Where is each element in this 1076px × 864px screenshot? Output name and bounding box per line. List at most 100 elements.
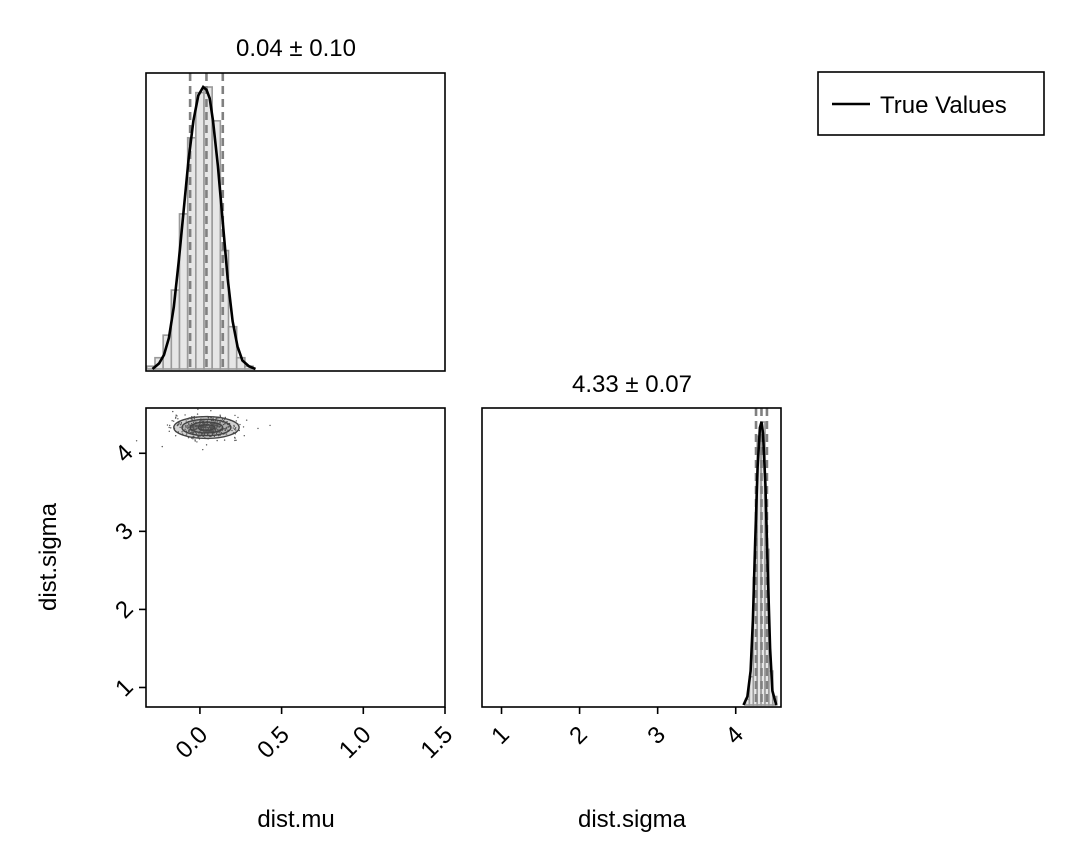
scatter-point <box>185 420 187 422</box>
mu-kde-line <box>151 85 257 371</box>
sigma-y-tick-label: 1 <box>110 674 139 703</box>
sigma-x-tick-label: 4 <box>720 721 749 750</box>
scatter-point <box>232 427 234 429</box>
mu-histogram-bar <box>211 120 222 370</box>
scatter-point <box>184 428 186 430</box>
scatter-point <box>223 428 225 430</box>
legend-label: True Values <box>880 92 1007 119</box>
scatter-point <box>187 423 190 425</box>
mu-x-tick-label: 0.5 <box>252 721 295 764</box>
scatter-point <box>168 430 170 433</box>
scatter-point <box>174 417 177 419</box>
scatter-point <box>180 421 183 424</box>
scatter-point <box>202 426 205 428</box>
scatter-point <box>216 421 218 423</box>
mu-histogram-frame <box>145 72 446 372</box>
scatter-point <box>179 426 181 429</box>
sigma-x-tick-label: 2 <box>564 721 593 750</box>
scatter-point <box>193 418 196 420</box>
scatter-point <box>174 435 177 437</box>
mu-x-tick-label: 1.5 <box>416 721 459 764</box>
scatter-point <box>190 422 193 425</box>
scatter-point <box>239 423 241 426</box>
scatter-point <box>206 420 209 422</box>
scatter-point <box>196 424 198 426</box>
scatter-point <box>219 425 221 427</box>
density-contour <box>197 424 216 431</box>
scatter-point <box>193 431 195 433</box>
mu-x-tick-label: 1.0 <box>334 721 377 764</box>
scatter-point <box>185 433 188 435</box>
scatter-point <box>227 425 229 427</box>
scatter-point <box>192 438 194 440</box>
scatter-point <box>235 420 238 422</box>
scatter-point <box>234 414 236 417</box>
scatter-point <box>206 433 209 436</box>
scatter-point <box>225 428 228 430</box>
scatter-point <box>233 424 235 427</box>
scatter-point <box>217 425 219 428</box>
scatter-point <box>214 424 216 427</box>
scatter-point <box>235 439 237 442</box>
scatter-point <box>206 426 208 429</box>
scatter-point <box>207 427 210 429</box>
scatter-point <box>211 426 213 429</box>
scatter-point <box>218 431 221 433</box>
scatter-point <box>257 427 259 430</box>
scatter-point <box>215 428 217 430</box>
scatter-point <box>192 426 194 428</box>
mu-histogram-panel: 0.04 ± 0.10 <box>145 35 446 372</box>
scatter-point <box>216 425 218 427</box>
scatter-point <box>197 408 199 411</box>
sigma-histogram-frame <box>481 407 782 708</box>
scatter-point <box>225 433 228 435</box>
scatter-point <box>205 444 208 446</box>
scatter-point <box>215 432 218 435</box>
sigma-x-tick-label: 3 <box>642 721 671 750</box>
scatter-point <box>179 424 182 426</box>
scatter-point <box>219 415 222 418</box>
scatter-point <box>161 445 163 448</box>
scatter-point <box>219 421 221 423</box>
sigma-y-tick-label: 2 <box>110 595 139 624</box>
scatter-point <box>194 439 196 441</box>
scatter-point <box>181 431 183 433</box>
scatter-point <box>212 420 215 422</box>
scatter-point <box>235 427 237 429</box>
x-axis-label-mu: dist.mu <box>257 806 334 833</box>
scatter-point <box>177 418 179 420</box>
scatter-point <box>193 425 195 427</box>
sigma-x-tick-label: 1 <box>486 721 515 750</box>
scatter-point <box>202 448 204 451</box>
mu-x-tick-label: 0.0 <box>170 721 213 764</box>
scatter-point <box>196 413 199 415</box>
scatter-point <box>196 441 198 443</box>
scatter-point <box>175 416 177 418</box>
scatter-point <box>224 429 226 431</box>
scatter-point <box>202 427 205 429</box>
scatter-point <box>233 436 236 439</box>
scatter-point <box>233 428 236 431</box>
scatter-point <box>231 429 233 432</box>
scatter-point <box>225 426 228 429</box>
sigma-histogram-panel: 4.33 ± 0.07 1 2 3 4 dist.sigma <box>481 371 782 833</box>
mu-histogram-bar <box>195 91 205 370</box>
scatter-point <box>166 424 169 426</box>
scatter-point <box>201 426 203 429</box>
scatter-point <box>204 427 207 429</box>
scatter-point <box>186 425 188 427</box>
scatter-point <box>223 439 226 441</box>
scatter-point <box>195 428 197 431</box>
legend: True Values <box>817 71 1045 136</box>
scatter-point <box>191 418 193 420</box>
x-axis-label-sigma: dist.sigma <box>578 806 687 833</box>
scatter-point <box>211 422 213 425</box>
scatter-point <box>243 434 245 437</box>
joint-scatter-frame <box>145 407 446 708</box>
sigma-y-tick-label: 3 <box>110 517 139 546</box>
scatter-point <box>215 427 217 429</box>
scatter-point <box>226 420 228 423</box>
scatter-point <box>192 431 194 434</box>
scatter-point <box>192 421 195 423</box>
